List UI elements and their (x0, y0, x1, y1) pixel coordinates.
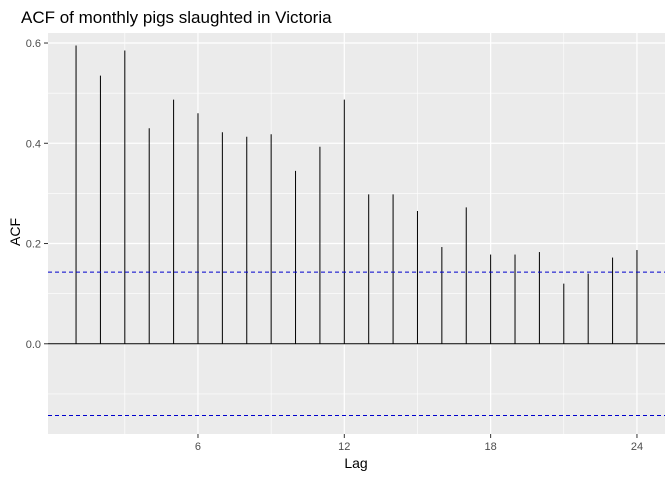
y-tick-label: 0.4 (26, 138, 41, 150)
x-tick-label: 12 (338, 441, 350, 453)
x-axis-ticks: 6 12 18 24 (195, 434, 643, 453)
chart-title: ACF of monthly pigs slaughted in Victori… (21, 8, 332, 27)
acf-bars (75, 45, 638, 344)
y-axis-title: ACF (7, 218, 23, 246)
y-tick-label: 0.6 (26, 38, 41, 50)
x-tick-label: 24 (631, 441, 643, 453)
confidence-bounds (48, 271, 665, 416)
x-tick-label: 18 (485, 441, 497, 453)
y-tick-label: 0.2 (26, 239, 41, 251)
y-axis-ticks: 0.0 0.2 0.4 0.6 (26, 38, 48, 351)
y-tick-label: 0.0 (26, 339, 41, 351)
plot-panel (48, 33, 665, 434)
x-tick-label: 6 (195, 441, 201, 453)
x-axis-title: Lag (344, 455, 367, 471)
